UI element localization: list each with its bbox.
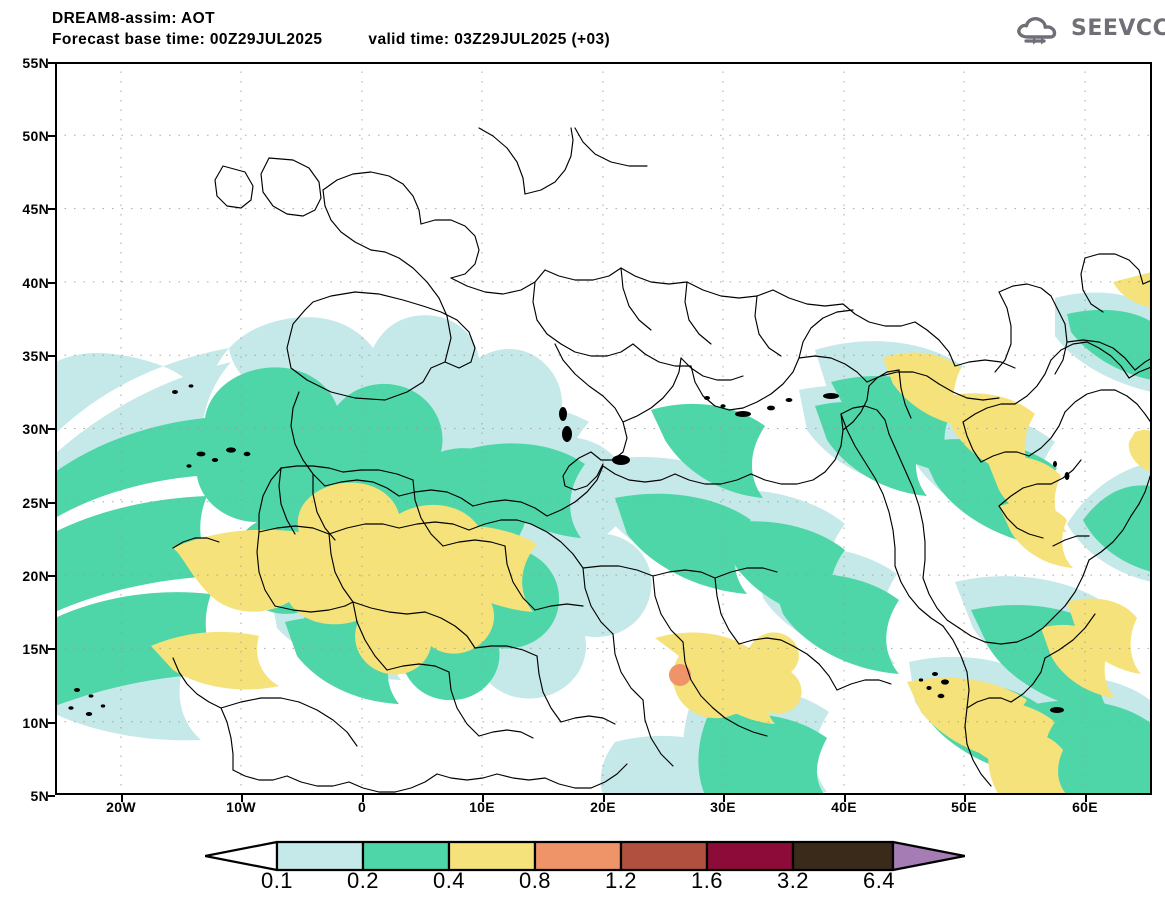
x-tick-mark	[1085, 795, 1087, 802]
time-line: Forecast base time: 00Z29JUL2025 valid ti…	[52, 29, 610, 50]
y-tick-mark	[48, 135, 55, 137]
y-tick-label: 10N	[22, 715, 49, 731]
colorbar-swatch-5	[705, 840, 795, 872]
colorbar-tick: 0.2	[346, 868, 380, 893]
colorbar-tick: 3.2	[776, 868, 810, 893]
colorbar-tick: 0.8	[518, 868, 552, 893]
colorbar-swatch-3	[533, 840, 623, 872]
y-tick-label: 40N	[22, 275, 49, 291]
x-tick-label: 40E	[831, 799, 857, 815]
y-tick-label: 30N	[22, 421, 49, 437]
x-tick-mark	[723, 795, 725, 802]
y-tick-mark	[48, 428, 55, 430]
logo-wordmark: SEEVCCC	[1071, 16, 1165, 41]
lead-time-value: (+03)	[571, 31, 611, 48]
x-tick-label: 50E	[951, 799, 977, 815]
seevccc-logo: SEEVCCC	[1014, 14, 1165, 48]
colorbar-swatch-0	[275, 840, 365, 872]
x-tick-mark	[121, 795, 123, 802]
coastlines-and-borders	[68, 127, 1152, 793]
x-tick-label: 10E	[469, 799, 495, 815]
y-tick-mark	[48, 502, 55, 504]
valid-time-label: valid time:	[368, 31, 450, 48]
map-plot-area[interactable]	[55, 62, 1152, 795]
y-tick-mark	[48, 575, 55, 577]
colorbar-over-cap	[891, 840, 965, 872]
x-tick-mark	[844, 795, 846, 802]
valid-time-value: 03Z29JUL2025	[454, 31, 567, 48]
x-tick-mark	[362, 795, 364, 802]
colorbar-tick: 1.6	[690, 868, 724, 893]
y-tick-mark	[48, 648, 55, 650]
x-tick-label: 0	[357, 799, 367, 815]
colorbar-tick: 0.4	[432, 868, 466, 893]
x-tick-mark	[603, 795, 605, 802]
x-tick-mark	[241, 795, 243, 802]
x-tick-label: 60E	[1072, 799, 1098, 815]
aot-colorbar[interactable]	[205, 838, 965, 874]
x-tick-mark	[964, 795, 966, 802]
contour-band-0.8	[669, 664, 691, 686]
x-tick-label: 20E	[590, 799, 616, 815]
y-tick-mark	[48, 282, 55, 284]
colorbar-swatch-2	[447, 840, 537, 872]
y-tick-label: 15N	[22, 641, 49, 657]
x-tick-mark	[482, 795, 484, 802]
header-block: DREAM8-assim: AOT Forecast base time: 00…	[52, 8, 610, 50]
y-tick-label: 25N	[22, 495, 49, 511]
colorbar-tick: 1.2	[604, 868, 638, 893]
y-tick-mark	[48, 62, 55, 64]
colorbar-tick-labels: 0.1 0.2 0.4 0.8 1.2 1.6 3.2 6.4	[0, 868, 1165, 900]
y-tick-mark	[48, 722, 55, 724]
cloud-wind-icon	[1017, 17, 1057, 45]
colorbar-swatch-6	[791, 840, 895, 872]
y-tick-mark	[48, 355, 55, 357]
y-tick-label: 50N	[22, 128, 49, 144]
contour-band-0.4	[151, 272, 1152, 795]
y-tick-label: 55N	[22, 55, 49, 71]
colorbar-tick: 6.4	[862, 868, 896, 893]
base-time-label: Forecast base time:	[52, 31, 206, 48]
x-tick-label: 20W	[106, 799, 136, 815]
x-tick-label: 30E	[710, 799, 736, 815]
y-tick-label: 20N	[22, 568, 49, 584]
colorbar-under-cap	[205, 840, 279, 872]
y-tick-label: 45N	[22, 201, 49, 217]
colorbar-tick: 0.1	[260, 868, 294, 893]
y-tick-label: 35N	[22, 348, 49, 364]
y-tick-mark	[48, 795, 55, 797]
y-tick-mark	[48, 208, 55, 210]
colorbar-swatch-4	[619, 840, 709, 872]
colorbar-swatch-1	[361, 840, 451, 872]
x-tick-label: 10W	[226, 799, 256, 815]
aot-contour-map	[55, 62, 1152, 795]
model-title: DREAM8-assim: AOT	[52, 10, 215, 27]
y-tick-label: 5N	[30, 788, 49, 804]
base-time-value: 00Z29JUL2025	[209, 31, 323, 48]
